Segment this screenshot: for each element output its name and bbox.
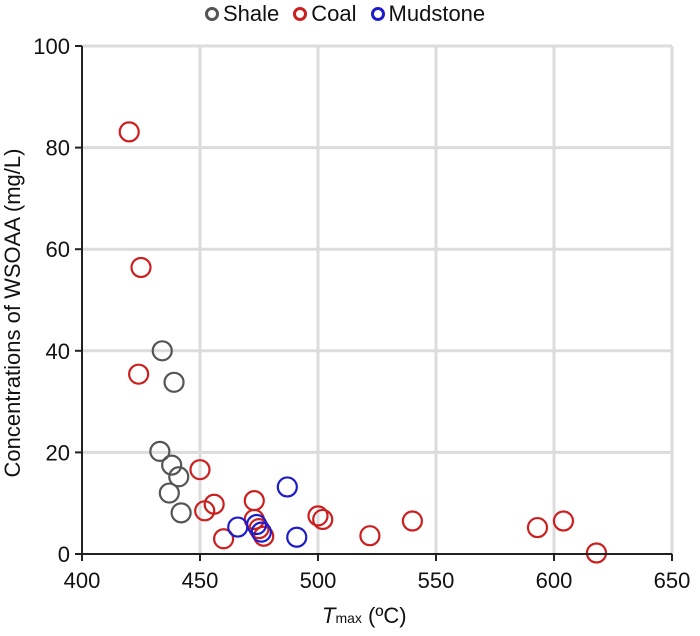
x-tick-label: 500: [300, 568, 337, 593]
y-axis-label: Concentrations of WSOAA (mg/L): [0, 148, 25, 478]
point-mudstone: [227, 516, 249, 538]
point-shale: [158, 482, 180, 504]
y-tick-label: 80: [46, 136, 70, 161]
point-coal: [401, 510, 423, 532]
point-coal: [585, 542, 608, 564]
point-coal: [213, 528, 235, 550]
y-tick-label: 40: [46, 339, 70, 364]
x-tick-label: 550: [418, 568, 455, 593]
legend: Shale Coal Mudstone: [205, 0, 499, 28]
legend-label-coal: Coal: [311, 1, 357, 26]
point-mudstone: [250, 521, 272, 543]
y-tick-label: 100: [33, 34, 70, 59]
point-coal: [359, 525, 381, 547]
grid-lines: [82, 44, 674, 554]
axes: [75, 45, 673, 561]
point-shale: [163, 371, 185, 393]
point-coal: [118, 121, 140, 143]
legend-item-mudstone: Mudstone: [370, 1, 486, 27]
x-tick-label: 650: [654, 568, 691, 593]
x-axis-label-sub: max: [335, 610, 362, 626]
legend-marker-mudstone: [370, 7, 385, 21]
point-coal: [128, 363, 150, 385]
point-coal: [253, 525, 275, 547]
x-tick-label: 600: [536, 568, 573, 593]
data-points: [118, 121, 608, 564]
point-shale: [170, 502, 192, 524]
legend-marker-coal: [293, 7, 308, 21]
legend-label-mudstone: Mudstone: [388, 1, 486, 26]
point-shale: [168, 466, 190, 488]
point-coal: [243, 490, 265, 512]
point-shale: [151, 340, 173, 362]
x-tick-label: 400: [64, 568, 101, 593]
legend-label-shale: Shale: [223, 1, 280, 26]
point-mudstone: [276, 476, 298, 498]
x-axis-label-var: T: [322, 603, 336, 628]
x-axis-label: Tmax (ºC): [322, 603, 407, 629]
point-shale: [161, 454, 183, 476]
point-coal: [203, 493, 225, 515]
point-coal: [312, 508, 334, 531]
point-coal: [307, 505, 329, 527]
x-axis-label-unit: (ºC): [361, 603, 407, 628]
point-coal: [130, 256, 152, 279]
x-tick-label: 450: [182, 568, 219, 593]
point-coal: [526, 516, 549, 539]
point-coal: [189, 459, 211, 481]
tick-labels: 400 450 500 550 600 650 0 20 40 60 80 100: [33, 34, 690, 593]
point-coal: [552, 510, 575, 532]
point-shale: [149, 440, 171, 462]
y-tick-label: 60: [46, 237, 70, 262]
y-tick-label: 20: [46, 440, 70, 465]
legend-item-shale: Shale: [205, 1, 279, 27]
y-tick-label: 0: [58, 542, 70, 567]
point-mudstone: [286, 526, 308, 548]
legend-item-coal: Coal: [293, 1, 357, 27]
legend-marker-shale: [205, 7, 219, 21]
